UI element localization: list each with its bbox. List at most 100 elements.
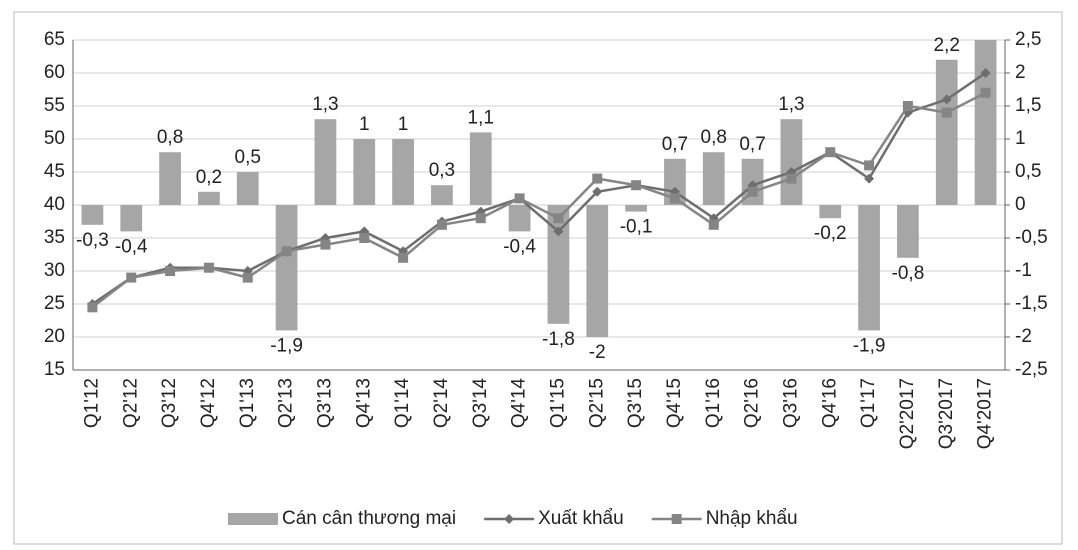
x-tick-label: Q1'17 (858, 378, 879, 428)
x-tick-label: Q4'13 (353, 378, 374, 428)
data-label: 0,7 (662, 134, 688, 155)
y2-tick-label: 0 (1015, 194, 1026, 215)
bar (353, 139, 376, 205)
data-label: -0,4 (115, 236, 148, 257)
y-tick-label: 50 (44, 128, 65, 149)
y-tick-label: 60 (44, 62, 65, 83)
data-label: 2,2 (934, 35, 960, 56)
x-tick-label: Q4'14 (509, 378, 530, 429)
y2-tick-label: 2,5 (1015, 29, 1041, 50)
data-label: -0,1 (620, 217, 653, 238)
chart-frame (13, 11, 1063, 545)
data-label: 0,3 (429, 160, 455, 181)
line-marker (902, 101, 913, 111)
data-label: -1,9 (270, 335, 303, 356)
line-marker (669, 193, 680, 204)
x-tick-label: Q4'12 (198, 378, 219, 428)
line-marker (475, 213, 486, 224)
bar (392, 139, 414, 205)
bar (625, 205, 647, 212)
line-marker (592, 173, 603, 184)
data-label: 1,3 (312, 94, 338, 115)
x-tick-label: Q3'12 (159, 378, 180, 428)
bar (935, 59, 958, 205)
line-marker (786, 173, 797, 184)
line-marker (165, 266, 176, 276)
data-label: 1 (359, 114, 370, 135)
legend-label: Nhập khẩu (706, 508, 798, 529)
line-marker (671, 514, 682, 524)
line-marker (825, 147, 836, 158)
x-tick-label: Q1'16 (703, 378, 724, 428)
y2-tick-label: -1 (1015, 260, 1032, 281)
x-tick-label: Q4'16 (819, 378, 840, 428)
data-label: 0,5 (235, 147, 261, 168)
line-marker (126, 272, 137, 283)
x-tick-label: Q3'13 (314, 378, 335, 428)
data-label: 0,2 (196, 167, 222, 188)
bar (236, 172, 259, 205)
bar (664, 158, 686, 205)
x-tick-label: Q2'2017 (897, 378, 918, 449)
x-tick-label: Q2'12 (120, 378, 141, 428)
data-label: -1,9 (853, 335, 886, 356)
bar (819, 205, 842, 219)
x-tick-label: Q2'13 (276, 378, 297, 428)
y2-tick-label: -2 (1015, 326, 1032, 347)
bar (974, 40, 997, 205)
y-tick-label: 20 (44, 326, 65, 347)
y-tick-label: 35 (44, 227, 65, 248)
line-marker (504, 514, 515, 524)
data-label: -0,3 (76, 230, 109, 251)
line-marker (980, 68, 991, 78)
y2-tick-label: 0,5 (1015, 161, 1041, 182)
x-tick-label: Q1'12 (81, 378, 102, 428)
line-marker (242, 272, 253, 283)
legend-label: Cán cân thương mại (282, 508, 456, 529)
data-label: 0,8 (701, 127, 727, 148)
y-tick-label: 30 (44, 260, 65, 281)
x-tick-label: Q1'15 (547, 378, 568, 428)
data-label: 1,3 (778, 94, 804, 115)
line-marker (87, 302, 98, 313)
y-tick-label: 25 (44, 293, 65, 314)
y-tick-label: 65 (44, 29, 65, 50)
y2-tick-label: -1,5 (1015, 293, 1048, 314)
y-tick-label: 40 (44, 194, 65, 215)
data-label: -0,4 (503, 236, 536, 257)
line (91, 91, 987, 309)
data-label: 1 (398, 114, 409, 135)
line-marker (398, 246, 409, 257)
bar (702, 152, 725, 205)
bar (508, 205, 531, 232)
line-marker (281, 246, 292, 257)
line-marker (864, 160, 875, 171)
bar (159, 152, 181, 205)
bar (586, 205, 609, 337)
x-tick-label: Q1'14 (392, 378, 413, 429)
bar (547, 205, 570, 324)
line-marker (398, 252, 409, 263)
bar (120, 205, 143, 232)
line-marker (941, 94, 952, 105)
bar (431, 185, 453, 205)
y2-tick-label: -0,5 (1015, 227, 1048, 248)
y-tick-label: 15 (44, 359, 65, 380)
line-marker (708, 219, 719, 230)
line-marker (631, 180, 642, 191)
y-tick-label: 55 (44, 95, 65, 116)
line-marker (941, 107, 952, 118)
bar (314, 119, 337, 205)
line-marker (980, 87, 991, 98)
bar (897, 205, 919, 258)
x-tick-label: Q3'15 (625, 378, 646, 428)
data-label: 0,7 (739, 134, 765, 155)
line-marker (553, 226, 564, 237)
y2-tick-label: 2 (1015, 62, 1026, 83)
bar (858, 205, 880, 331)
x-tick-label: Q2'15 (586, 378, 607, 428)
line-marker (747, 186, 758, 197)
legend-label: Xuất khẩu (538, 508, 624, 529)
bar (198, 191, 220, 205)
